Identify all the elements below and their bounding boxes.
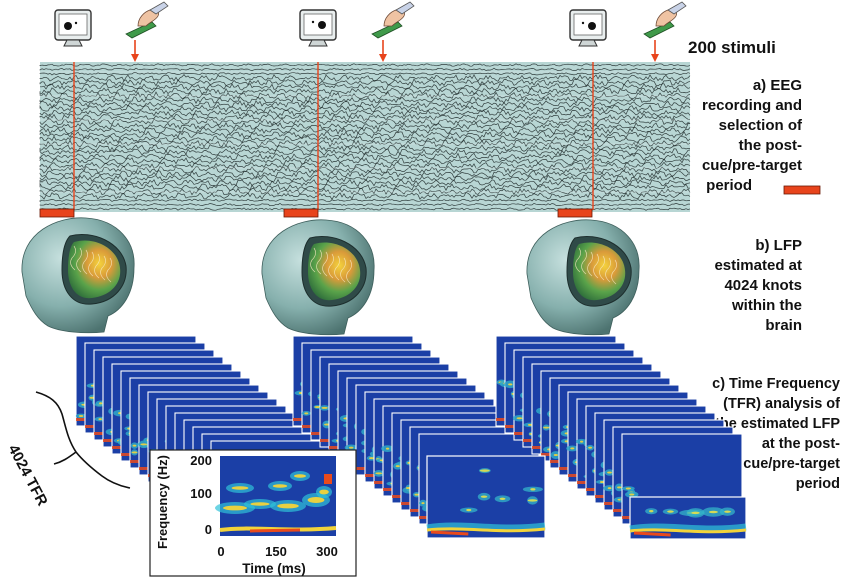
arrow-down-icon-2 [379,40,387,62]
eeg-trace [39,117,691,126]
eeg-trace [39,148,691,157]
eeg-trace [39,152,691,161]
eeg-trace [39,157,691,165]
eeg-trace [39,63,691,67]
inset-ytick-100: 100 [190,486,212,501]
eeg-trace [39,67,691,71]
stimulus-2-monitor-icon [299,9,337,47]
head-brain-icon-3 [526,219,640,336]
eeg-trace [39,182,691,192]
step-b-label: b) LFP estimated at 4024 knots within th… [714,237,802,334]
eeg-trace [39,109,691,118]
eeg-trace [39,91,691,100]
inset-ytick-200: 200 [190,453,212,468]
eeg-trace [39,122,691,131]
eeg-trace [39,191,691,200]
eeg-recording-panel [39,62,691,212]
inset-xtick-150: 150 [265,544,287,559]
eeg-trace [39,130,691,139]
inset-ylabel: Frequency (Hz) [155,455,170,549]
response-1-hand-button-icon [125,1,169,39]
eeg-trace [39,202,690,207]
step-a-label: a) EEG recording and selection of the po… [701,77,802,194]
stimuli-label: 200 stimuli [688,38,776,57]
eeg-trace [39,187,691,196]
tfr-count-brace [35,391,131,489]
eeg-trace [39,139,691,148]
tfr-stack-1 [75,335,332,532]
eeg-trace [39,72,691,76]
inset-xtick-0: 0 [217,544,224,559]
eeg-trace [39,113,691,122]
selected-period-bar-3 [557,208,593,218]
tfr-front-card-2 [426,455,546,539]
head-brain-icon-1 [21,217,135,334]
tfr-count-label: 4024 TFR [4,442,50,509]
eeg-trace [39,169,690,179]
stimulus-1-monitor-icon [54,9,92,47]
tfr-inset-example: Frequency (Hz) Time (ms) 200 100 0 0 150… [149,449,357,577]
stimulus-3-monitor-icon [569,9,607,47]
head-brain-icon-2 [261,219,375,336]
arrow-down-icon-3 [651,40,659,62]
arrow-down-icon-1 [131,40,139,62]
eeg-trace [39,144,691,152]
inset-ytick-0: 0 [205,522,212,537]
eeg-trace [39,135,691,144]
eeg-trace [39,198,691,203]
response-3-hand-button-icon [643,1,687,39]
inset-xtick-300: 300 [316,544,338,559]
eeg-trace [39,95,691,104]
eeg-trace [39,104,691,113]
selected-period-bar-2 [283,208,319,218]
period-legend-bar [783,185,821,195]
tfr-front-card-3 [629,496,747,540]
eeg-trace [39,178,691,187]
eeg-trace [39,161,691,170]
response-2-hand-button-icon [371,1,415,39]
eeg-trace [39,74,691,82]
step-c-label: c) Time Frequency (TFR) analysis of the … [712,376,840,492]
eeg-trace [40,82,691,91]
eeg-trace [39,174,691,183]
eeg-trace [39,78,691,87]
eeg-trace [39,126,691,135]
inset-xlabel: Time (ms) [242,561,306,576]
selected-period-bar-1 [39,208,75,218]
tfr-stack-3 [495,335,743,525]
eeg-trace [39,100,691,109]
eeg-trace [39,87,691,95]
